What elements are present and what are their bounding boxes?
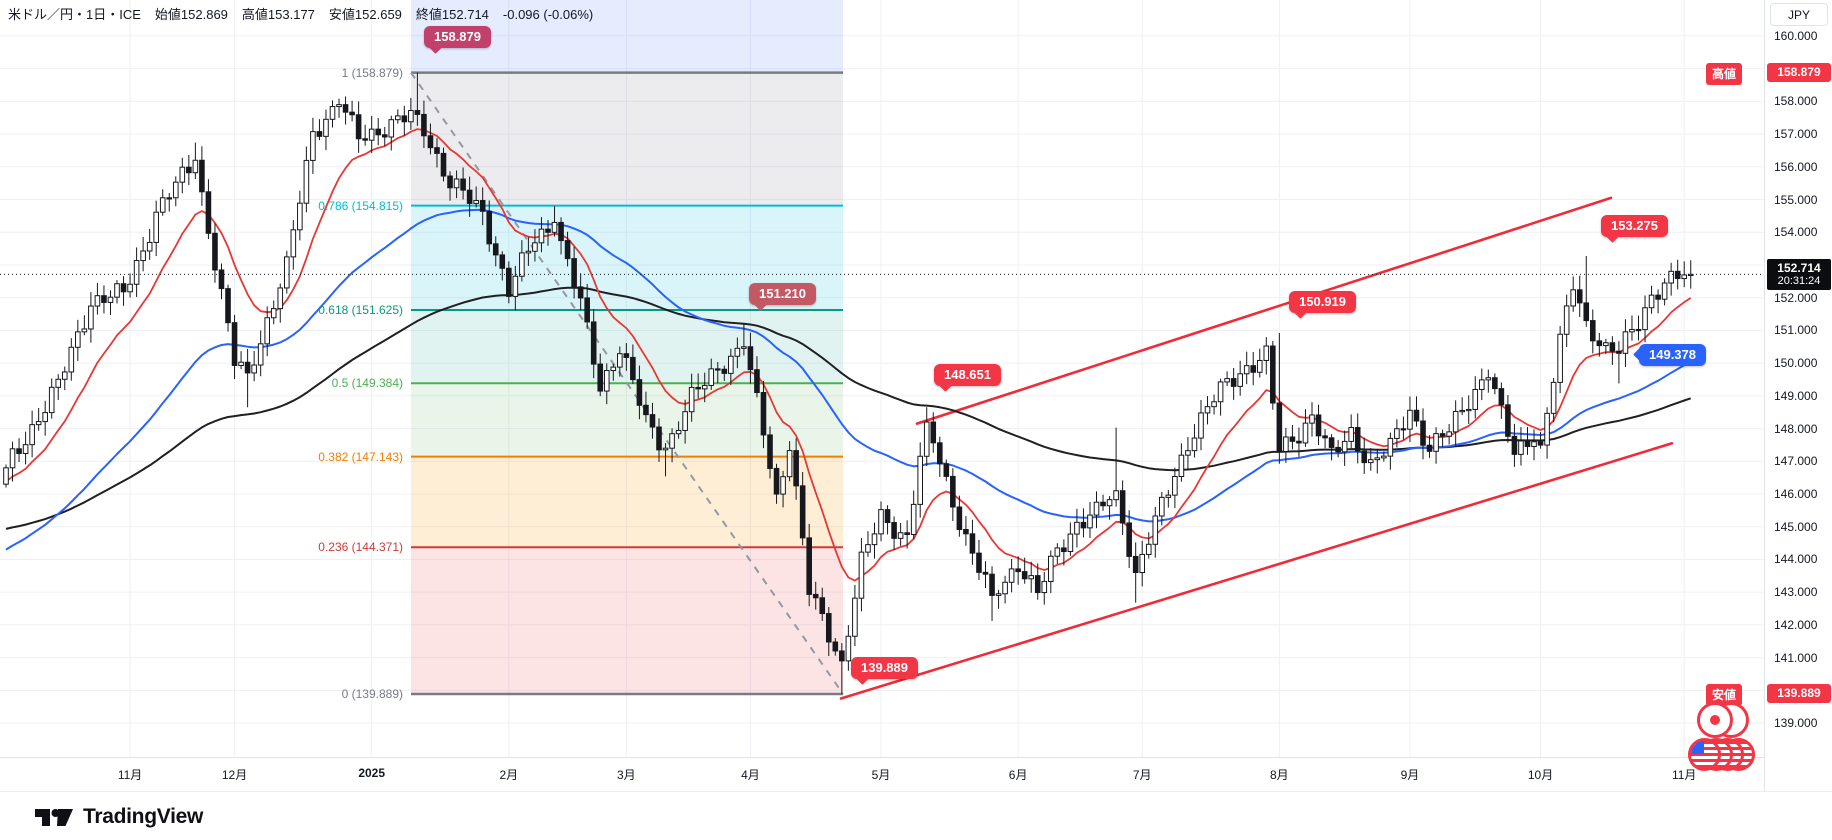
target-icon-front-circle (1697, 702, 1733, 738)
price-axis[interactable]: JPY 160.000 158.000 157.000 156.000 155.000 1… (1764, 0, 1832, 791)
tradingview-logo[interactable]: TradingView (34, 802, 203, 832)
high-price-axis-chip: 158.879 (1767, 62, 1831, 82)
time-axis[interactable]: 11月 12月 2025 2月 3月 4月 5月 6月 7月 8月 9月 10月 11月 (0, 757, 1764, 792)
idea-target-icon[interactable] (1697, 700, 1753, 738)
price-tick-label: 156.000 (1774, 159, 1818, 174)
price-tick-label: 157.000 (1774, 127, 1818, 142)
price-callout-149378[interactable]: 149.378 (1633, 344, 1706, 366)
price-tick-label: 160.000 (1774, 28, 1818, 43)
current-price-time: 20:31:24 (1777, 275, 1821, 288)
ma-slow (5, 286, 1692, 530)
trend-channel-lines (839, 196, 1674, 700)
current-price-axis-chip: 152.714 20:31:24 (1767, 259, 1831, 291)
ohlc-segment: 終値152.714 (415, 7, 489, 22)
candles-layer (3, 72, 1694, 694)
time-axis-label: 6月 (1008, 768, 1028, 782)
time-axis-label: 10月 (1527, 768, 1554, 782)
symbol-title[interactable]: 米ドル／円・1日・ICE (8, 7, 141, 22)
ma-line-medium (5, 208, 1692, 551)
price-tick-label: 150.000 (1774, 356, 1818, 371)
time-axis-label: 8月 (1270, 768, 1289, 782)
time-axis-label: 5月 (871, 768, 891, 782)
low-price-axis-chip: 139.889 (1767, 683, 1831, 703)
grid-lines (0, 0, 1764, 757)
price-tick-label: 146.000 (1774, 487, 1818, 501)
price-tick-label: 155.000 (1774, 192, 1818, 207)
price-tick-label: 143.000 (1774, 585, 1818, 600)
price-tick-label: 149.000 (1774, 388, 1818, 403)
time-axis-label: 9月 (1400, 768, 1420, 782)
price-tick-label: 144.000 (1774, 552, 1818, 567)
price-tick-label: 147.000 (1774, 454, 1818, 469)
time-axis-label: 11月 (117, 768, 143, 782)
price-callout-153275[interactable]: 153.275 (1601, 215, 1668, 243)
price-tick-label: 141.000 (1774, 650, 1818, 665)
time-axis-label: 7月 (1132, 768, 1152, 782)
time-axis-label: 12月 (221, 768, 248, 782)
fib-baseline-dashed (410, 72, 844, 695)
low-tag-label: 安値 (1706, 683, 1743, 706)
currency-toggle-button[interactable]: JPY (1770, 3, 1828, 26)
fib-label-0.236: 0.236 (144.371) (318, 540, 403, 555)
target-icon-dot (1710, 715, 1720, 725)
current-price-value: 152.714 (1777, 261, 1821, 276)
fib-label-0: 0 (139.889) (341, 686, 403, 701)
high-value-tag: 高値 (1706, 62, 1745, 85)
ohlc-segment: 始値152.869 (154, 7, 228, 22)
tradingview-brand-text: TradingView (83, 805, 204, 828)
chart-plot-area[interactable]: 米ドル／円・1日・ICE 始値152.869 高値153.177 安値152.659 終… (0, 0, 1764, 771)
price-tick-label: 139.000 (1774, 716, 1818, 731)
ma-medium (5, 208, 1692, 551)
fib-label-0.786: 0.786 (154.815) (318, 198, 403, 213)
time-axis-label: 4月 (741, 768, 760, 782)
flag-blue-canton (1691, 741, 1704, 754)
price-tick-label: 151.000 (1774, 323, 1818, 338)
footer-bar: TradingView (0, 791, 1832, 840)
ohlc-segment: 高値153.177 (241, 7, 315, 22)
ohlc-segment: -0.096 (-0.06%) (502, 7, 594, 22)
price-tick-label: 145.000 (1774, 519, 1818, 534)
price-callout-150919[interactable]: 150.919 (1289, 291, 1356, 319)
ohlc-segment: 安値152.659 (328, 7, 402, 22)
price-callout-148651[interactable]: 148.651 (934, 364, 1001, 392)
price-callout-139889[interactable]: 139.889 (851, 657, 918, 685)
time-axis-label: 2025 (358, 766, 386, 780)
fib-label-0.5: 0.5 (149.384) (331, 376, 403, 391)
flag-icon (1688, 738, 1721, 771)
symbol-ohlc-header: 米ドル／円・1日・ICE 始値152.869 高値153.177 安値152.659 終… (8, 4, 607, 23)
price-tick-label: 152.000 (1774, 290, 1818, 305)
price-callout-151210[interactable]: 151.210 (749, 283, 816, 311)
fib-label-0.618: 0.618 (151.625) (318, 302, 403, 317)
price-tick-label: 154.000 (1774, 225, 1818, 240)
idea-flags-icon[interactable] (1688, 736, 1758, 771)
candlestick-chart-canvas (0, 0, 1764, 757)
high-tag-label: 高値 (1706, 62, 1743, 85)
price-tick-label: 158.000 (1774, 94, 1818, 109)
time-axis-label: 3月 (617, 768, 636, 782)
fib-label-1: 1 (158.879) (341, 65, 403, 80)
fib-bands (411, 0, 843, 694)
low-value-tag: 安値 (1706, 683, 1745, 706)
time-axis-label: 2月 (499, 768, 519, 782)
price-tick-label: 142.000 (1774, 617, 1818, 632)
time-axis-label: 11月 (1671, 768, 1697, 782)
fib-label-0.382: 0.382 (147.143) (318, 449, 403, 464)
tradingview-logo-mark (35, 809, 73, 826)
price-tick-label: 148.000 (1774, 421, 1818, 436)
price-callout-158879[interactable]: 158.879 (424, 26, 491, 54)
ma-line-slow (5, 286, 1692, 530)
